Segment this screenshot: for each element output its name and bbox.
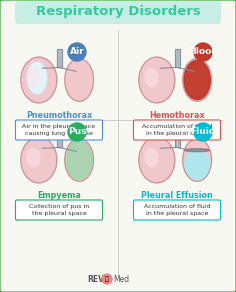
Text: REV: REV	[87, 274, 104, 284]
Ellipse shape	[185, 149, 210, 152]
Ellipse shape	[66, 140, 93, 180]
Text: Pleural Effusion: Pleural Effusion	[141, 192, 213, 201]
Circle shape	[194, 123, 212, 141]
Ellipse shape	[21, 137, 57, 183]
Bar	[56, 49, 62, 67]
Ellipse shape	[27, 62, 47, 94]
Text: Respiratory Disorders: Respiratory Disorders	[36, 6, 200, 18]
FancyBboxPatch shape	[16, 120, 102, 140]
Ellipse shape	[183, 139, 211, 181]
Ellipse shape	[139, 137, 175, 183]
Text: Med: Med	[113, 274, 129, 284]
Bar	[174, 49, 180, 67]
Ellipse shape	[67, 141, 92, 179]
Ellipse shape	[145, 69, 158, 87]
Bar	[174, 129, 180, 147]
Circle shape	[68, 123, 86, 141]
Bar	[56, 49, 62, 67]
Ellipse shape	[139, 57, 175, 103]
Text: 🐷: 🐷	[105, 276, 109, 282]
Text: Accumulation of fluid
in the pleural space: Accumulation of fluid in the pleural spa…	[144, 204, 210, 216]
Text: Blood: Blood	[189, 48, 217, 56]
Text: Air: Air	[70, 48, 84, 56]
FancyBboxPatch shape	[134, 120, 220, 140]
Ellipse shape	[65, 139, 93, 181]
Bar	[56, 129, 62, 147]
FancyBboxPatch shape	[134, 200, 220, 220]
Ellipse shape	[27, 69, 40, 87]
Ellipse shape	[28, 63, 46, 93]
Ellipse shape	[27, 149, 40, 167]
Text: Fluid: Fluid	[190, 128, 216, 136]
Text: Accumulation of blood
in the pleural space: Accumulation of blood in the pleural spa…	[142, 124, 212, 136]
Ellipse shape	[185, 151, 209, 177]
Text: Pus: Pus	[68, 128, 86, 136]
Ellipse shape	[183, 59, 211, 101]
FancyBboxPatch shape	[15, 1, 221, 24]
FancyBboxPatch shape	[16, 200, 102, 220]
Bar	[174, 49, 180, 67]
Circle shape	[102, 274, 112, 284]
Text: Air in the pleural space
causing lung collapse: Air in the pleural space causing lung co…	[22, 124, 96, 136]
Ellipse shape	[184, 150, 210, 180]
Text: Collection of pus in
the pleural space: Collection of pus in the pleural space	[29, 204, 89, 216]
Text: Pneumothorax: Pneumothorax	[26, 112, 92, 121]
Ellipse shape	[185, 61, 210, 99]
Bar	[56, 129, 62, 147]
Ellipse shape	[65, 59, 93, 101]
Text: Hemothorax: Hemothorax	[149, 112, 205, 121]
Ellipse shape	[145, 149, 158, 167]
Bar	[174, 129, 180, 147]
Text: Empyema: Empyema	[37, 192, 81, 201]
Ellipse shape	[21, 57, 57, 103]
Circle shape	[194, 43, 212, 61]
Circle shape	[68, 43, 86, 61]
Ellipse shape	[184, 60, 211, 100]
